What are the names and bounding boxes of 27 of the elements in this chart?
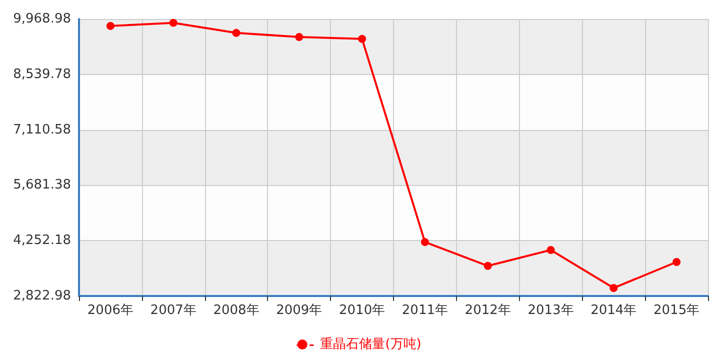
y-tick-label: 5,681.38: [13, 178, 71, 193]
point: [232, 28, 240, 37]
y-tick-label: 7,110.58: [13, 122, 71, 138]
x-tick-label: 2013年: [528, 303, 574, 318]
point: [106, 22, 114, 30]
point: [358, 34, 366, 43]
point: [295, 32, 304, 41]
point: [672, 258, 681, 266]
point: [169, 18, 178, 27]
point: [420, 238, 429, 246]
x-tick-label: 2007年: [150, 303, 196, 318]
y-tick-label: 2,822.98: [13, 288, 71, 304]
x-tick-label: 2006年: [87, 303, 134, 318]
x-tick-label: 2008年: [213, 303, 260, 318]
y-tick-label: 8,539.78: [13, 66, 71, 82]
x-tick-label: 2015年: [654, 303, 700, 318]
point: [484, 262, 492, 270]
x-tick-label: 2012年: [464, 303, 511, 318]
point: [546, 246, 555, 254]
legend-label: 重晶石储量(万吨): [320, 337, 422, 352]
x-tick-label: 2009年: [276, 303, 322, 318]
x-tick-label: 2014年: [590, 303, 637, 318]
point: [610, 284, 618, 292]
y-tick-label: 9,968.98: [13, 12, 71, 26]
x-tick-label: 2010年: [339, 303, 386, 318]
x-tick-label: 2011年: [402, 303, 448, 318]
y-tick-label: 4,252.18: [13, 233, 71, 248]
